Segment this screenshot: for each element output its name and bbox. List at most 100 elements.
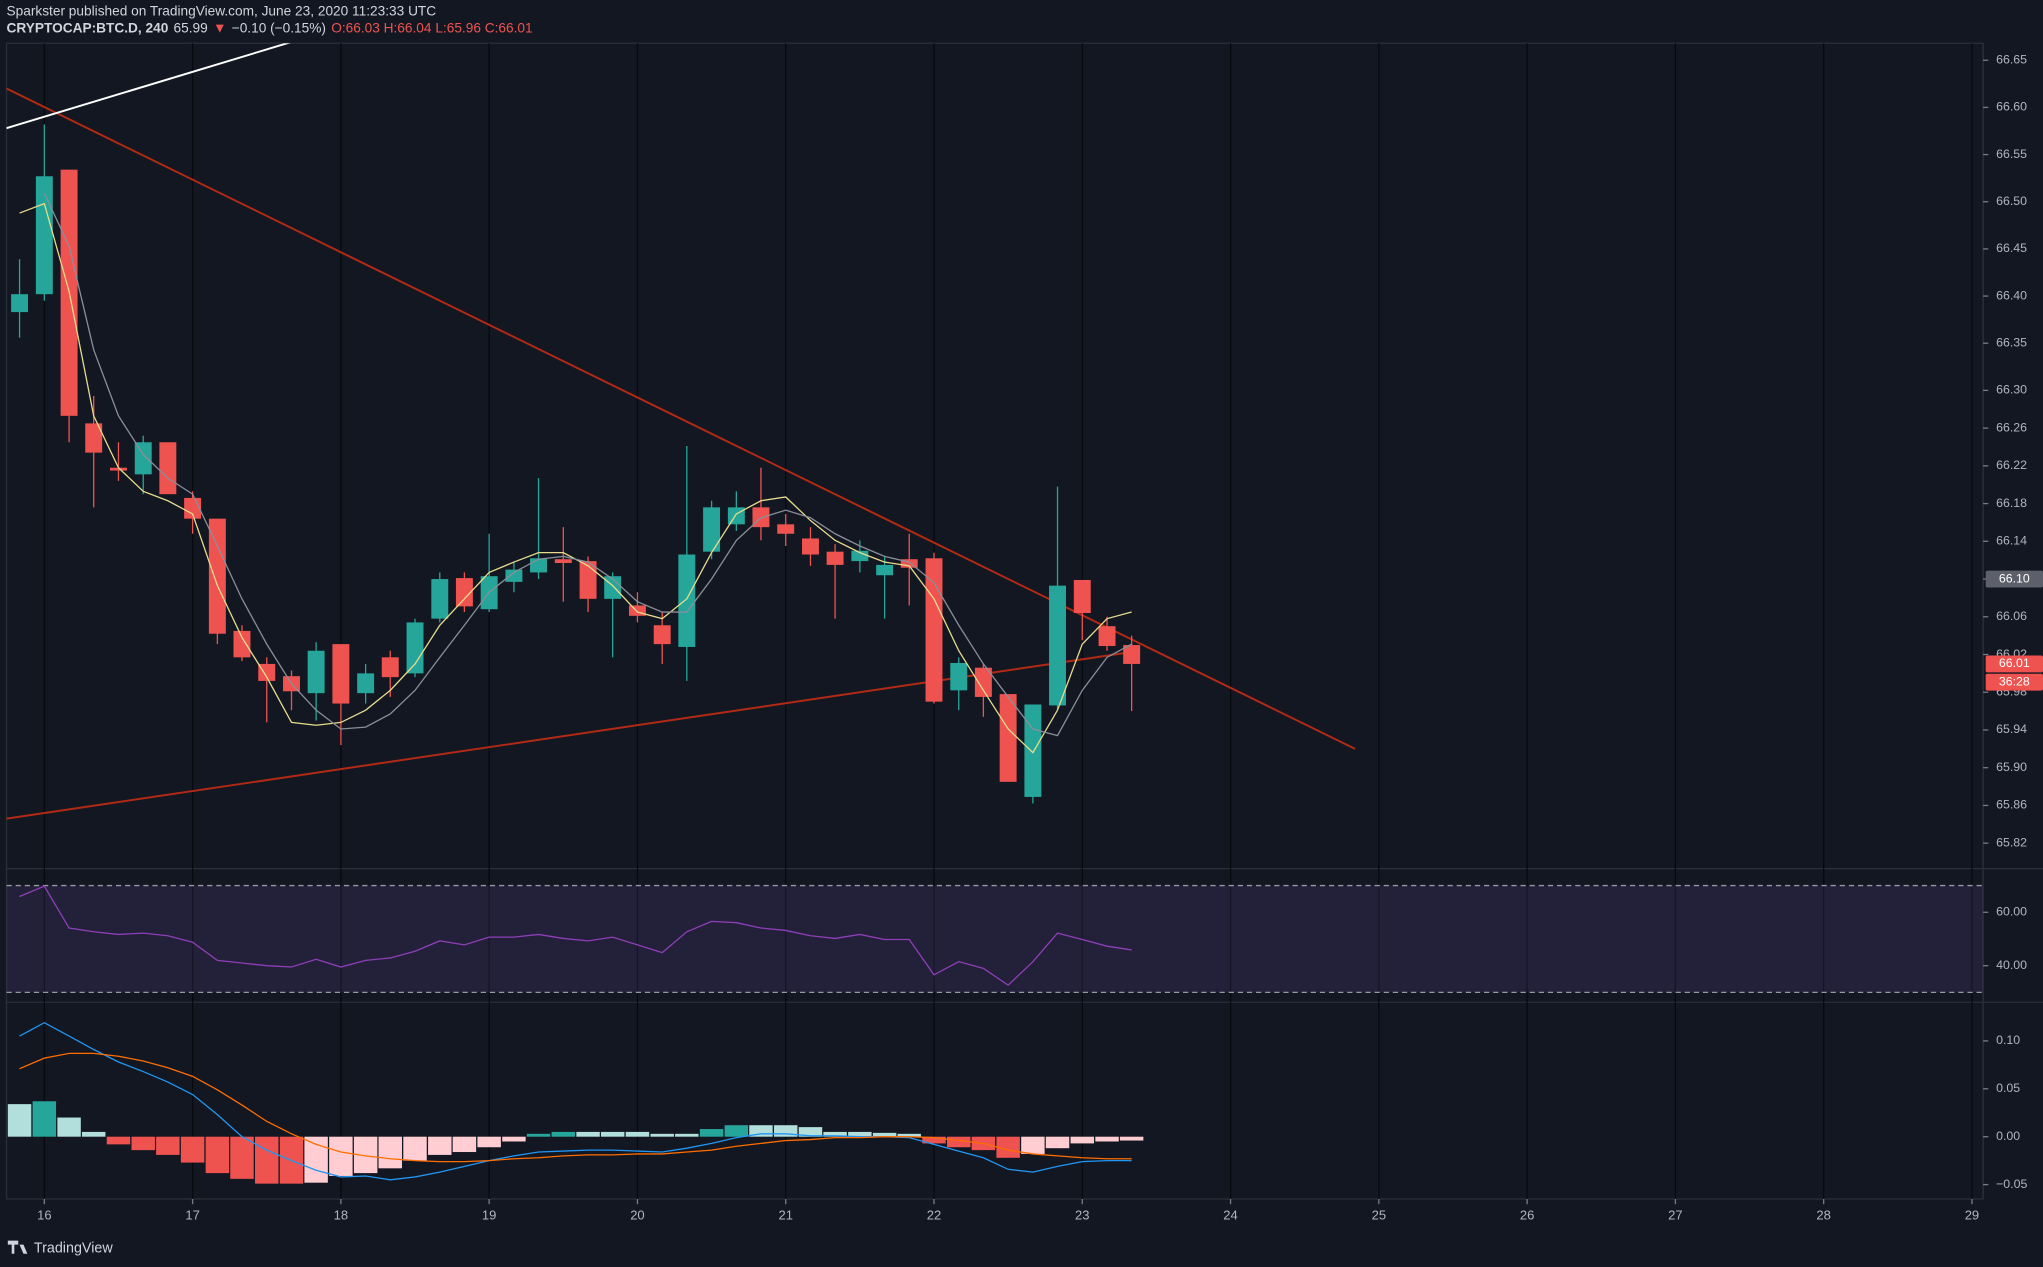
macd-histogram-bar [749, 1125, 773, 1137]
footer: TradingView [7, 1240, 113, 1256]
x-tick-label: 21 [778, 1207, 792, 1222]
macd-histogram-bar [773, 1125, 798, 1137]
y-tick-label: 66.30 [1996, 383, 2027, 397]
candle-body [332, 644, 350, 704]
candle-body [85, 423, 103, 453]
macd-histogram-bar [823, 1131, 847, 1137]
candle-body [11, 294, 29, 313]
header: Sparkster published on TradingView.com, … [7, 4, 533, 36]
y-tick-label: 66.22 [1996, 458, 2027, 472]
last-price: 65.99 [174, 21, 208, 36]
macd-histogram-bar [1119, 1136, 1144, 1141]
x-tick-label: 17 [185, 1207, 199, 1222]
macd-histogram-bar [848, 1131, 872, 1137]
candle-body [999, 694, 1017, 782]
y-tick-label: 66.60 [1996, 100, 2027, 114]
candle-body [925, 558, 943, 702]
x-tick-label: 23 [1075, 1207, 1089, 1222]
price-tag [1985, 570, 2043, 588]
macd-histogram-bar [922, 1136, 946, 1144]
y-tick-label: 60.00 [1996, 905, 2027, 919]
y-tick-label: 66.55 [1996, 147, 2027, 161]
y-tick-label: 66.65 [1996, 53, 2027, 67]
candle-body [628, 605, 646, 616]
y-tick-label: −0.05 [1996, 1177, 2027, 1191]
x-tick-label: 16 [37, 1207, 51, 1222]
x-tick-label: 27 [1668, 1207, 1682, 1222]
candle-body [579, 561, 597, 599]
candle-body [1098, 626, 1116, 647]
candle-body [455, 578, 473, 607]
candle-body [381, 657, 399, 678]
candle-body [876, 564, 894, 576]
macd-histogram-bar [1095, 1136, 1119, 1142]
candle-body [357, 673, 375, 694]
macd-histogram-bar [947, 1136, 971, 1148]
trendline [6, 43, 291, 130]
x-tick-label: 25 [1372, 1207, 1386, 1222]
candle-body [406, 622, 424, 674]
price-tag [1985, 655, 2043, 673]
candle-body [826, 551, 844, 565]
macd-histogram-bar [255, 1136, 279, 1184]
candle-body [159, 442, 177, 495]
candle-body [1049, 585, 1066, 706]
y-tick-label: 66.14 [1996, 534, 2027, 548]
candle-body [974, 667, 992, 697]
macd-histogram-bar [477, 1136, 501, 1148]
macd-histogram-bar [230, 1136, 254, 1179]
moving-average [43, 192, 1132, 737]
candle-body [653, 625, 671, 645]
y-tick-label: 0.10 [1996, 1033, 2020, 1047]
candle-body [678, 554, 696, 647]
countdown: 36:28 [1999, 674, 2030, 688]
y-tick-label: 65.94 [1996, 722, 2027, 736]
countdown-tag [1985, 673, 2043, 691]
y-tick-label: 0.05 [1996, 1081, 2020, 1095]
macd-histogram-bar [304, 1136, 328, 1183]
candle-body [1123, 645, 1141, 664]
candle-body [431, 579, 449, 619]
macd-histogram-bar [897, 1133, 921, 1137]
candle-body [233, 630, 251, 658]
macd-histogram-bar [205, 1136, 230, 1174]
macd-histogram-bar [7, 1104, 32, 1137]
x-tick-label: 26 [1520, 1207, 1534, 1222]
y-tick-label: 66.06 [1996, 609, 2027, 623]
macd-histogram-bar [996, 1136, 1020, 1158]
macd-histogram-bar [675, 1133, 699, 1137]
y-tick-label: 66.35 [1996, 335, 2027, 349]
candle-body [802, 538, 819, 555]
ohlc: O:66.03 H:66.04 L:65.96 C:66.01 [331, 21, 532, 36]
trendline [6, 87, 1356, 750]
macd-histogram-bar [526, 1133, 551, 1137]
x-tick-label: 28 [1816, 1207, 1830, 1222]
candle-body [1024, 704, 1042, 797]
macd-histogram-bar [724, 1125, 749, 1137]
macd-histogram-bar [872, 1132, 897, 1137]
macd-histogram-bar [131, 1136, 155, 1151]
macd-histogram-bar [1045, 1136, 1070, 1149]
author-line: Sparkster published on TradingView.com, … [7, 4, 437, 19]
candle-body [703, 507, 721, 552]
macd-histogram-bar [403, 1136, 427, 1161]
price-tag-label: 66.01 [1999, 656, 2030, 670]
candle-body [950, 662, 968, 691]
macd-histogram-bar [353, 1136, 378, 1174]
macd-histogram-bar [1070, 1136, 1095, 1144]
macd-histogram-bar [798, 1127, 823, 1137]
x-tick-label: 22 [927, 1207, 941, 1222]
y-tick-label: 66.45 [1996, 241, 2027, 255]
rsi-line [19, 885, 1132, 987]
candle-body [258, 663, 276, 681]
x-tick-label: 18 [334, 1207, 348, 1222]
x-tick-label: 29 [1965, 1207, 1979, 1222]
rsi-band [6, 885, 1984, 993]
brand-logo [7, 1240, 28, 1254]
y-tick-label: 66.26 [1996, 420, 2027, 434]
y-tick-label: 0.00 [1996, 1129, 2020, 1143]
candle-body [727, 507, 745, 525]
macd-histogram-bar [156, 1136, 180, 1155]
macd-histogram-bar [106, 1136, 131, 1145]
candle-body [777, 524, 795, 534]
